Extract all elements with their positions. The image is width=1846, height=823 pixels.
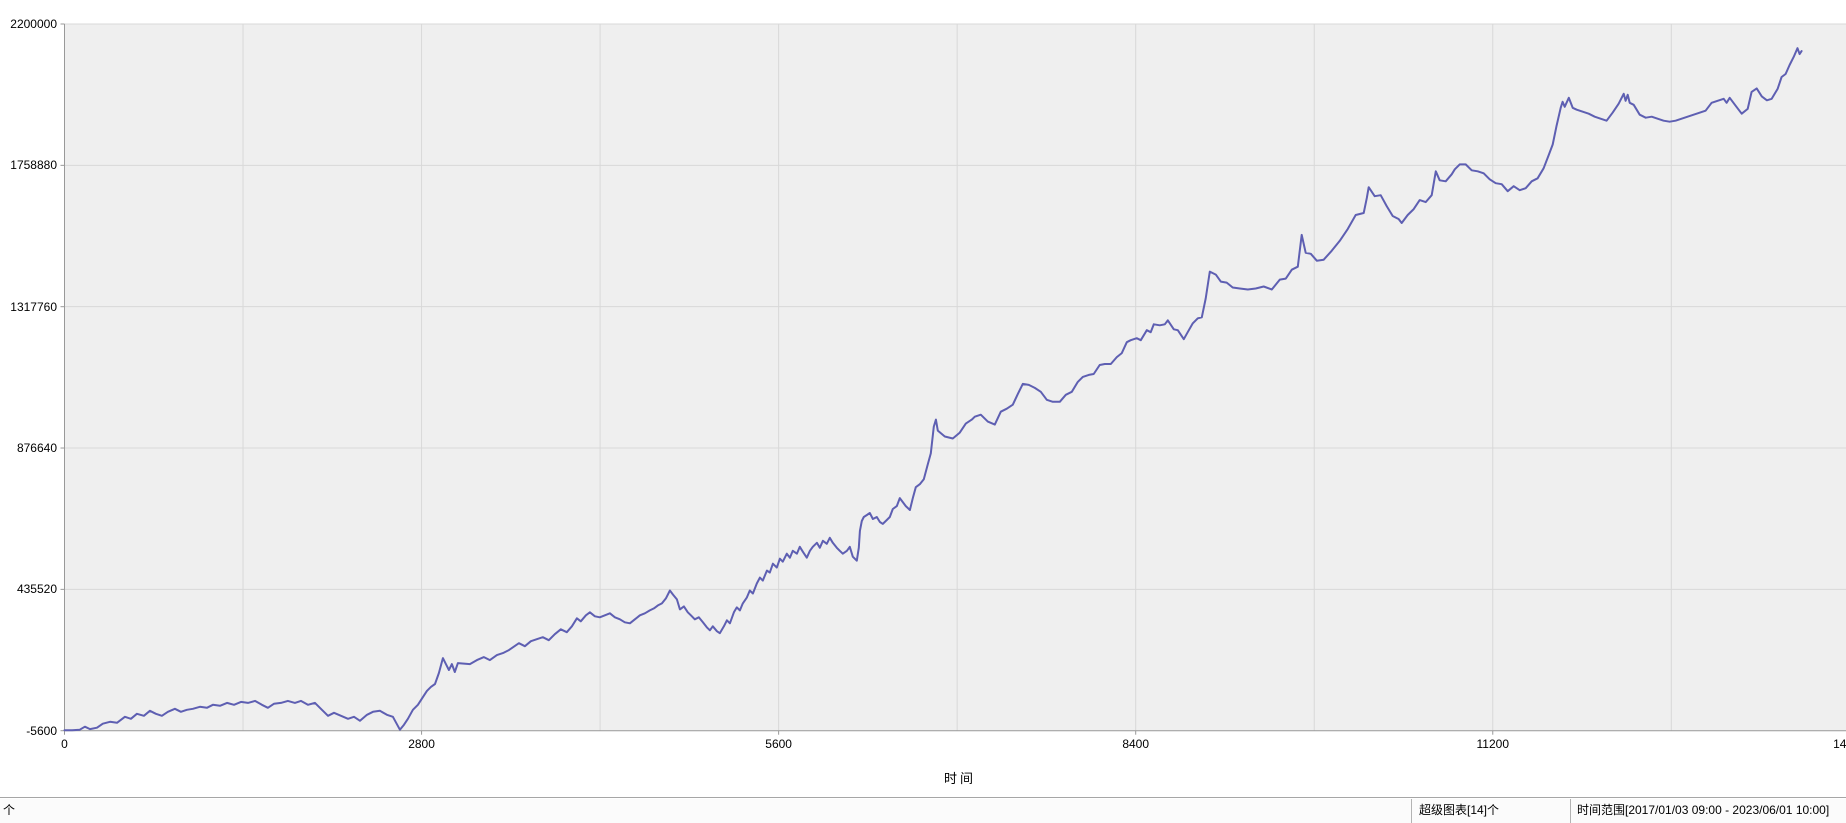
status-left-text: 个 (3, 803, 16, 817)
x-tick-label: 5600 (765, 737, 792, 751)
x-tick-label: 8400 (1122, 737, 1150, 751)
y-tick-label: 435520 (16, 582, 57, 597)
status-chart-count[interactable]: 超级图表[14]个 (1419, 803, 1500, 817)
plot-area[interactable] (0, 0, 1846, 797)
x-tick-label: 0 (61, 737, 68, 751)
y-tick-label: -5600 (26, 723, 57, 738)
x-tick-label: 2800 (408, 737, 435, 751)
status-bar: 个 超级图表[14]个 时间范围[2017/01/03 09:00 - 2023… (0, 797, 1846, 823)
y-tick-label: 1317760 (10, 299, 57, 314)
x-tick-label: 11200 (1476, 737, 1509, 751)
status-time-range[interactable]: 时间范围[2017/01/03 09:00 - 2023/06/01 10:00… (1577, 803, 1830, 817)
status-separator (1570, 799, 1571, 823)
status-separator (1411, 799, 1412, 823)
y-tick-label: 1758880 (10, 158, 57, 173)
y-tick-label: 2200000 (10, 17, 57, 31)
x-tick-label: 14000 (1833, 737, 1846, 751)
equity-curve-line (63, 47, 1803, 732)
equity-chart[interactable]: 时间 -5600 435520 876640 1317760 1758880 220000… (0, 0, 1846, 797)
plot-background (64, 24, 1846, 731)
x-axis-title: 时间 (943, 771, 976, 786)
y-tick-label: 876640 (16, 441, 57, 456)
